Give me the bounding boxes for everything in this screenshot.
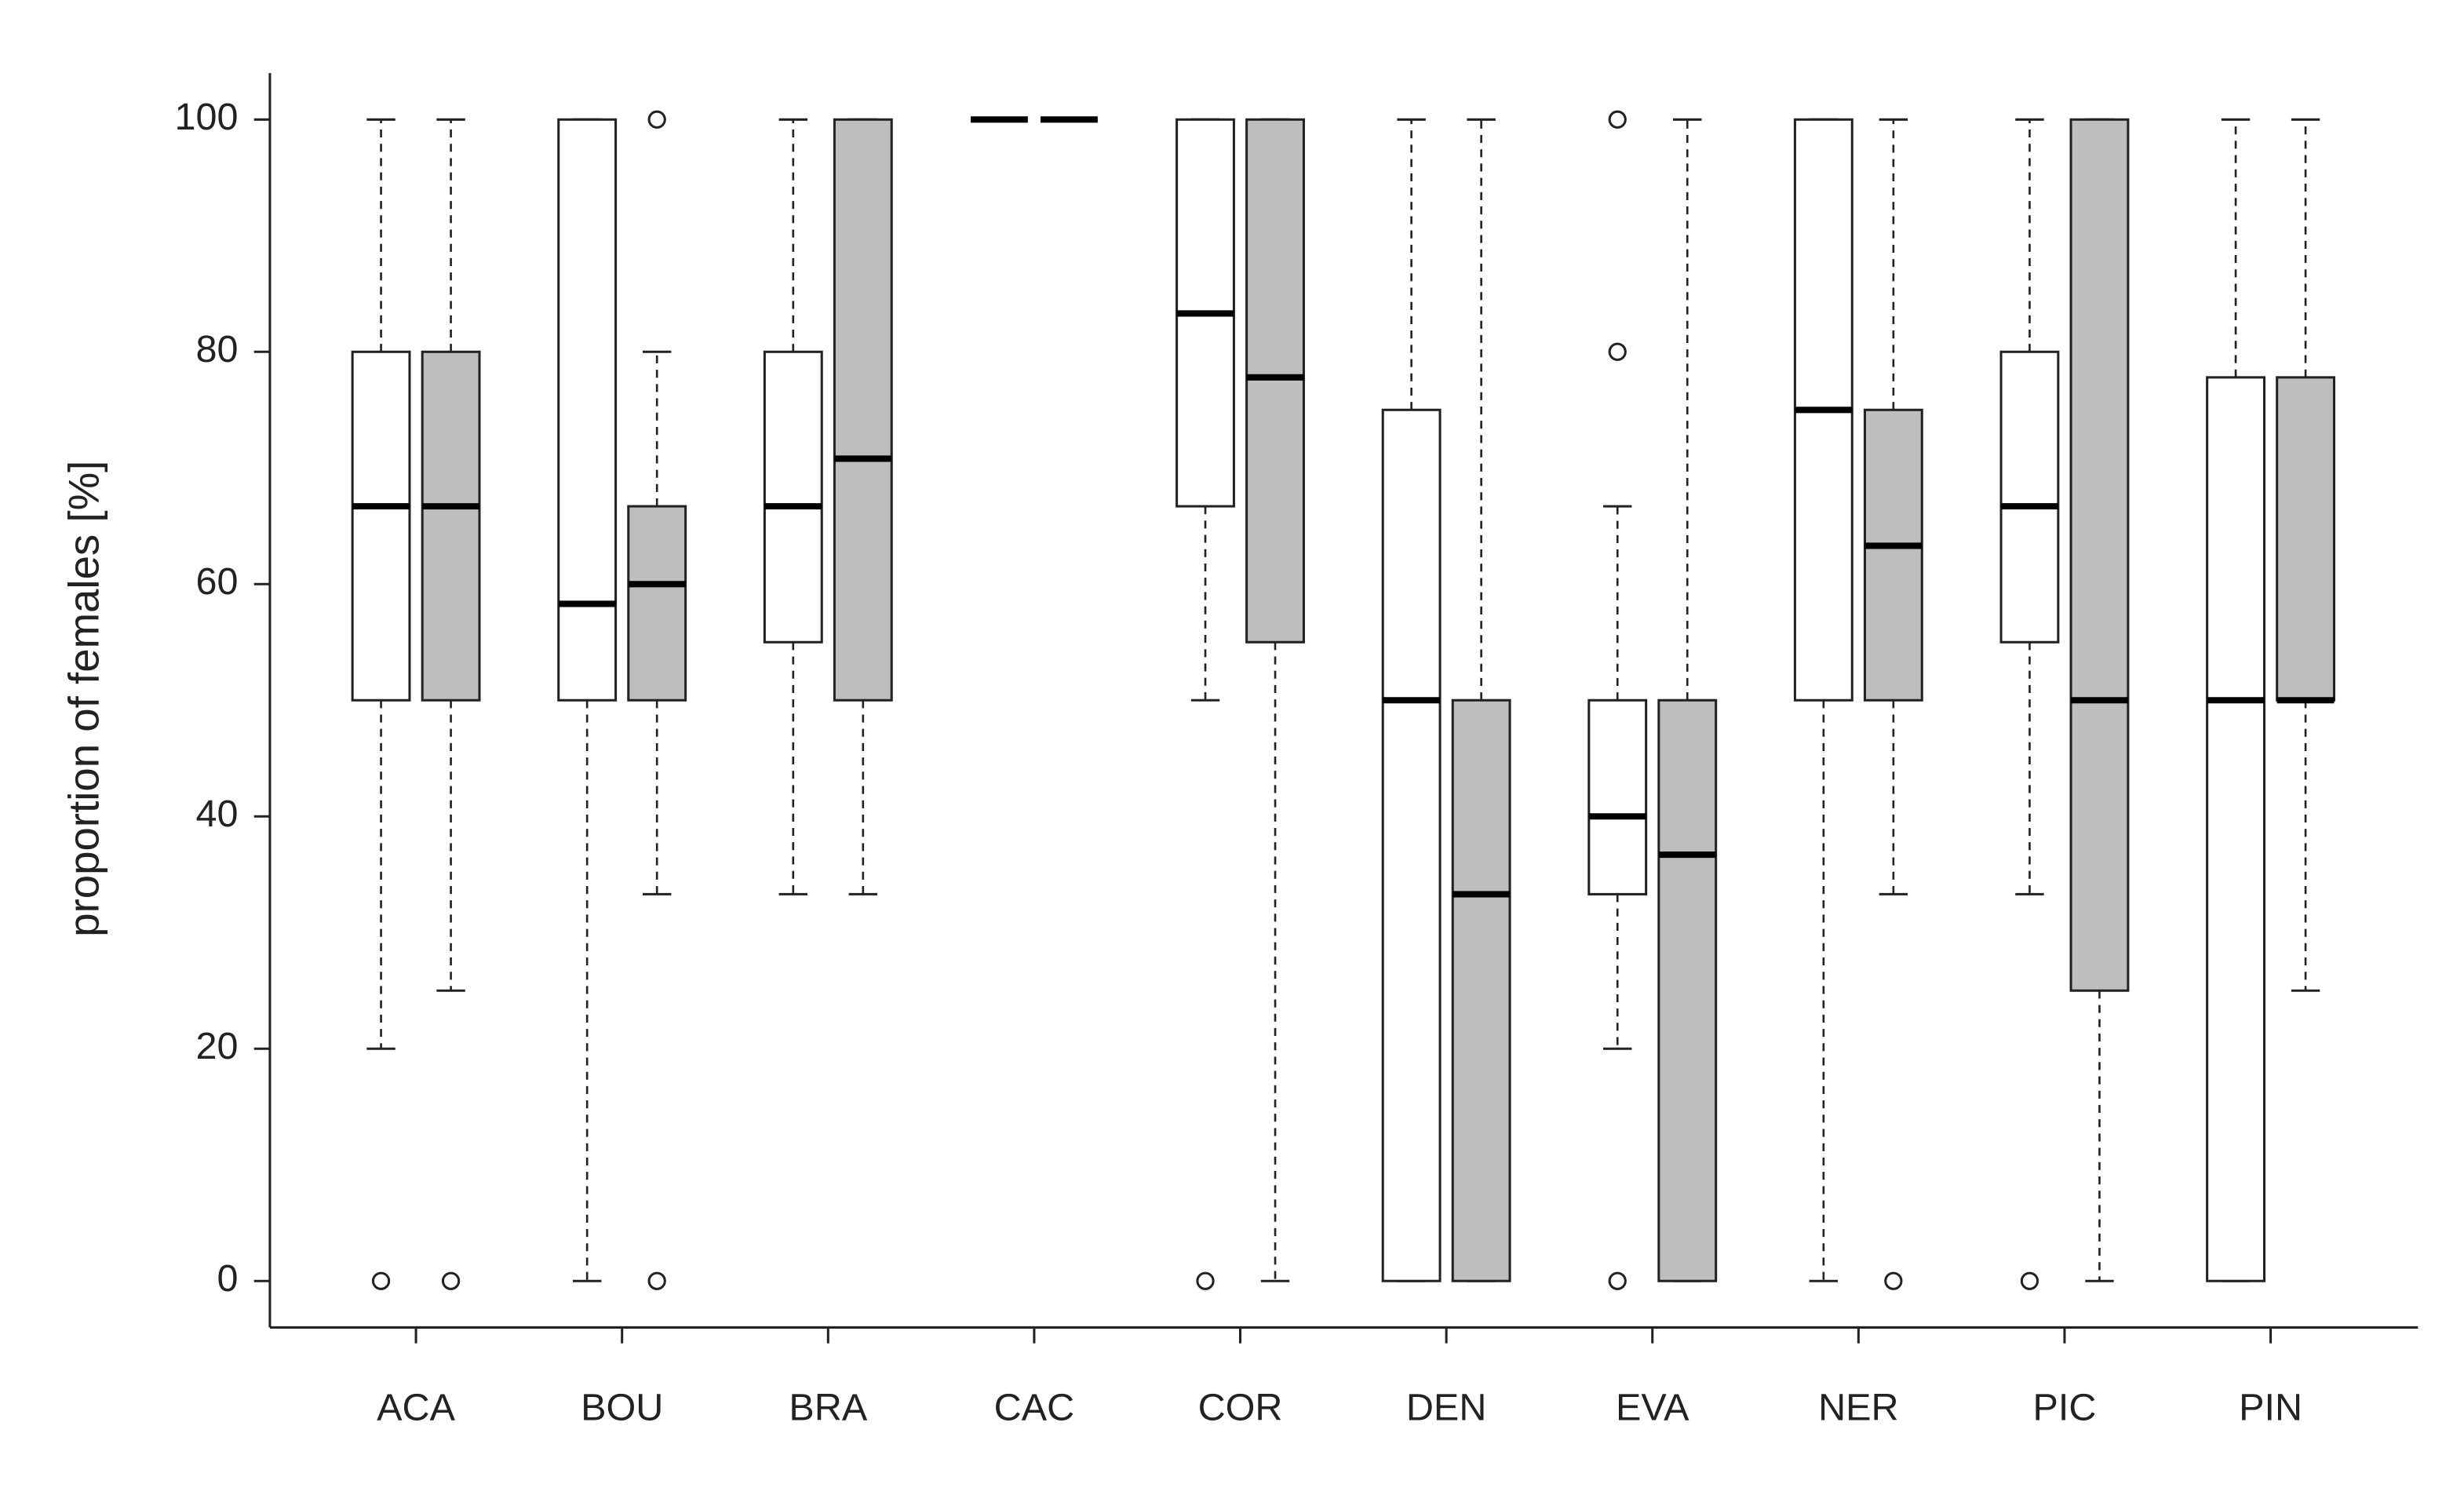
box — [421, 350, 481, 702]
x-tick-label: NER — [1818, 1386, 1899, 1428]
x-tick-label: BOU — [581, 1386, 663, 1428]
box — [1657, 698, 1718, 1282]
box — [763, 350, 823, 644]
box — [1381, 408, 1442, 1282]
box — [1587, 698, 1648, 895]
x-tick-label: DEN — [1406, 1386, 1487, 1428]
outlier — [647, 110, 666, 129]
x-tick-label: COR — [1198, 1386, 1283, 1428]
box — [1999, 350, 2060, 644]
y-tick-label: 100 — [174, 96, 238, 138]
y-tick-label: 0 — [217, 1257, 238, 1300]
box — [2276, 376, 2336, 702]
x-tick-label: EVA — [1616, 1386, 1689, 1428]
box — [2206, 376, 2265, 1282]
outlier — [1196, 1271, 1215, 1290]
box — [557, 118, 618, 702]
outlier — [2020, 1271, 2039, 1290]
box — [1863, 408, 1923, 702]
box — [351, 350, 411, 702]
y-tick-label: 20 — [195, 1025, 238, 1067]
x-tick-label: BRA — [789, 1386, 867, 1428]
y-axis-label: proportion of females [%] — [60, 461, 108, 937]
box — [1245, 118, 1305, 644]
box — [833, 118, 893, 702]
outlier — [647, 1271, 666, 1290]
y-tick-label: 80 — [195, 328, 238, 370]
outlier — [1608, 1271, 1627, 1290]
x-tick-label: ACA — [377, 1386, 455, 1428]
x-tick-label: CAC — [994, 1386, 1075, 1428]
outlier — [1608, 342, 1627, 361]
x-tick-label: PIC — [2032, 1386, 2096, 1428]
y-tick-label: 60 — [195, 560, 238, 603]
y-tick-label: 40 — [195, 793, 238, 835]
outlier — [1608, 110, 1627, 129]
outlier — [441, 1271, 461, 1290]
box — [1451, 698, 1511, 1282]
x-tick-label: PIN — [2239, 1386, 2302, 1428]
outlier — [371, 1271, 391, 1290]
box — [627, 505, 687, 702]
outlier — [1884, 1271, 1903, 1290]
box — [2069, 118, 2130, 992]
